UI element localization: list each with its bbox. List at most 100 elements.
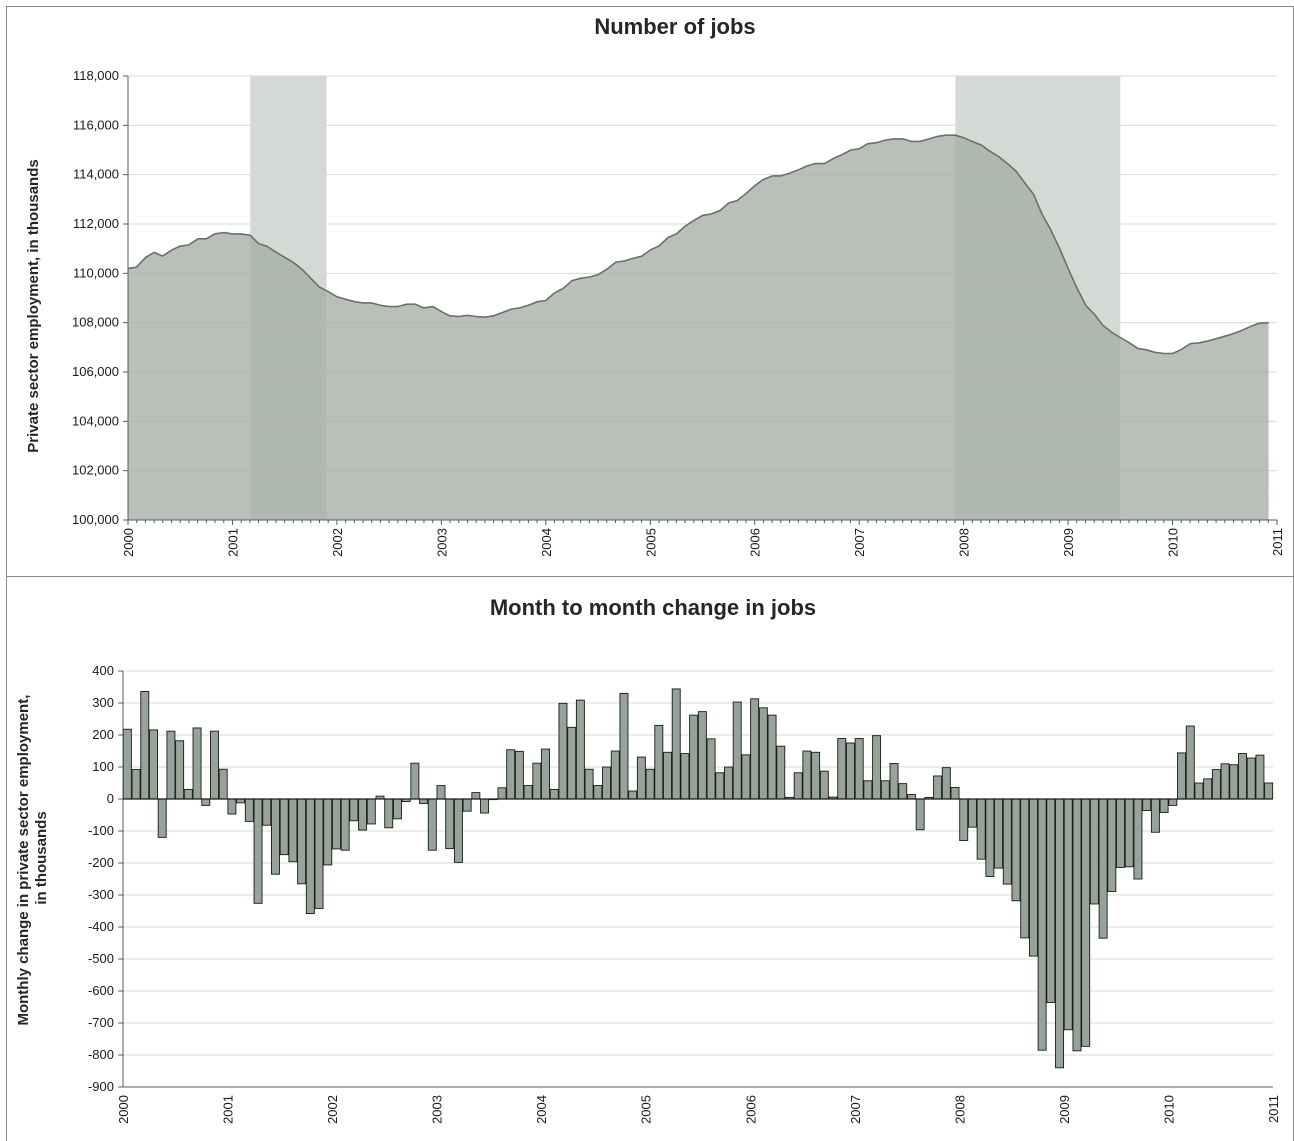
bar xyxy=(297,798,307,885)
bar xyxy=(1255,754,1265,800)
bar xyxy=(1002,798,1012,885)
bar xyxy=(453,798,463,863)
y-tick-label: 400 xyxy=(92,663,114,678)
bar xyxy=(889,763,899,800)
bar xyxy=(959,798,969,842)
x-tick-label: 2010 xyxy=(1161,1095,1176,1124)
bar xyxy=(1020,798,1030,939)
bar xyxy=(541,748,551,800)
bar xyxy=(314,798,324,909)
bar xyxy=(218,768,228,800)
bar xyxy=(349,798,359,822)
bar xyxy=(305,798,315,915)
bar xyxy=(323,798,333,866)
bar xyxy=(192,727,202,800)
bar xyxy=(602,766,611,800)
bar xyxy=(941,767,951,800)
bar xyxy=(619,692,629,800)
bar xyxy=(427,798,437,851)
bar xyxy=(811,751,821,800)
bar xyxy=(183,788,193,800)
y-axis-label: Private sector employment, in thousands xyxy=(25,159,42,452)
bar xyxy=(1081,798,1091,1047)
y-tick-label: -600 xyxy=(88,983,114,998)
chart-title: Number of jobs xyxy=(594,14,755,39)
y-tick-label: -100 xyxy=(88,823,114,838)
bar xyxy=(384,798,394,829)
bar xyxy=(767,714,777,800)
bar xyxy=(166,730,176,800)
bar xyxy=(1072,798,1082,1052)
y-tick-label: 106,000 xyxy=(72,364,119,379)
bar xyxy=(898,783,908,800)
y-tick-label: 0 xyxy=(107,791,114,806)
bar xyxy=(880,780,890,800)
bar xyxy=(1011,798,1021,902)
y-tick-label: -800 xyxy=(88,1047,114,1062)
x-tick-label: 2006 xyxy=(743,1095,758,1124)
bar xyxy=(732,701,742,800)
bar xyxy=(1168,798,1178,806)
bar xyxy=(157,798,167,838)
bar xyxy=(1142,798,1152,811)
bar xyxy=(567,726,577,800)
bar xyxy=(724,766,733,800)
x-tick-label: 2000 xyxy=(121,528,136,557)
bar xyxy=(994,798,1004,869)
bar xyxy=(1055,798,1065,1069)
jobs-level-chart: Number of jobs Private sector employment… xyxy=(25,14,1285,557)
bar xyxy=(819,770,829,800)
x-tick-label: 2001 xyxy=(225,528,240,557)
x-tick-label: 2001 xyxy=(221,1095,236,1124)
bar xyxy=(262,798,272,826)
bar xyxy=(967,798,977,828)
x-tick-label: 2008 xyxy=(952,1095,967,1124)
x-tick-label: 2000 xyxy=(116,1095,131,1124)
bar xyxy=(358,798,368,831)
bar xyxy=(1028,798,1038,957)
bar xyxy=(680,753,690,800)
bar xyxy=(331,798,341,850)
bar xyxy=(340,798,350,851)
bar xyxy=(149,729,158,800)
bar xyxy=(654,724,664,800)
y-tick-label: -900 xyxy=(88,1079,114,1094)
bar xyxy=(253,798,263,904)
bar xyxy=(1185,725,1195,800)
bar xyxy=(1203,778,1213,800)
bar xyxy=(140,691,150,800)
bar xyxy=(872,735,882,800)
x-tick-label: 2009 xyxy=(1057,1095,1072,1124)
bar xyxy=(497,787,507,800)
bar xyxy=(1098,798,1108,939)
y-tick-label: -500 xyxy=(88,951,114,966)
bar xyxy=(471,792,481,800)
bar xyxy=(802,750,812,800)
x-tick-label: 2002 xyxy=(325,1095,340,1124)
bar xyxy=(462,798,472,812)
bar xyxy=(366,798,376,825)
y-tick-label: 200 xyxy=(92,727,114,742)
employment-area xyxy=(128,135,1269,520)
bar xyxy=(244,798,254,822)
bar xyxy=(131,769,141,800)
bar xyxy=(610,750,620,800)
bar xyxy=(1238,753,1247,800)
y-tick-label: 102,000 xyxy=(72,463,119,478)
bar xyxy=(288,798,298,863)
bar xyxy=(201,798,211,806)
bar xyxy=(706,738,716,800)
bar xyxy=(671,688,681,800)
y-tick-label: -300 xyxy=(88,887,114,902)
bar xyxy=(1063,798,1073,1031)
x-tick-label: 2004 xyxy=(534,1095,549,1124)
bar xyxy=(514,750,524,800)
bar xyxy=(1089,798,1099,905)
bar xyxy=(793,772,803,800)
bar xyxy=(645,768,655,800)
y-tick-label: -700 xyxy=(88,1015,114,1030)
x-tick-label: 2010 xyxy=(1166,528,1181,557)
bar xyxy=(122,728,132,800)
bar xyxy=(1046,798,1056,1003)
x-tick-label: 2008 xyxy=(957,528,972,557)
